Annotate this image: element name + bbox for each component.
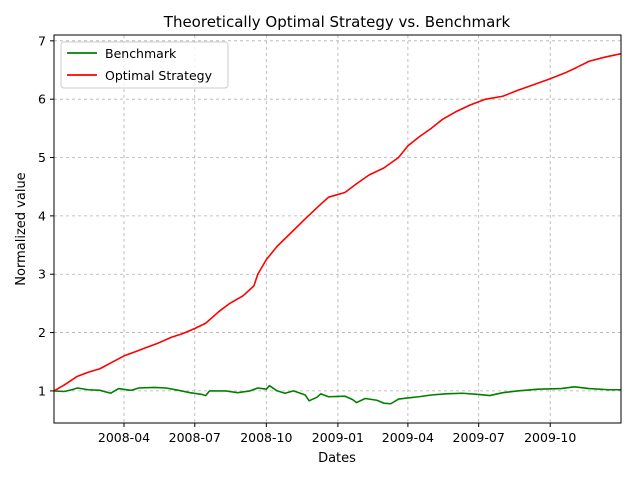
x-tick-label: 2009-01 bbox=[312, 430, 364, 445]
legend-label-optimal-strategy: Optimal Strategy bbox=[105, 68, 213, 83]
y-tick-label: 5 bbox=[38, 150, 46, 165]
legend-label-benchmark: Benchmark bbox=[105, 46, 177, 61]
legend-box bbox=[60, 41, 229, 89]
y-tick-label: 1 bbox=[38, 383, 46, 398]
y-tick-label: 7 bbox=[38, 33, 46, 48]
x-axis-label: Dates bbox=[318, 451, 356, 466]
series-lines bbox=[53, 52, 622, 405]
y-tick-label: 2 bbox=[38, 325, 46, 340]
x-tick-label: 2009-04 bbox=[382, 430, 434, 445]
legend: Benchmark Optimal Strategy bbox=[60, 41, 229, 89]
y-axis-label: Normalized value bbox=[14, 172, 29, 285]
y-tick-label: 3 bbox=[38, 267, 46, 282]
chart-title: Theoretically Optimal Strategy vs. Bench… bbox=[163, 13, 511, 31]
x-tick-label: 2008-10 bbox=[240, 430, 292, 445]
x-axis-ticks: 2008-04 2008-07 2008-10 2009-01 2009-04 2009-… bbox=[98, 423, 576, 445]
x-tick-label: 2008-07 bbox=[169, 430, 221, 445]
y-tick-label: 4 bbox=[38, 208, 46, 223]
x-tick-label: 2009-07 bbox=[453, 430, 505, 445]
grid-lines bbox=[54, 35, 621, 423]
y-tick-label: 6 bbox=[38, 92, 46, 107]
series-line-benchmark bbox=[53, 384, 621, 405]
x-tick-label: 2008-04 bbox=[98, 430, 150, 445]
x-tick-label: 2009-10 bbox=[524, 430, 576, 445]
series-line-optimal-strategy bbox=[53, 52, 622, 392]
y-axis-ticks: 1 2 3 4 5 6 7 bbox=[38, 33, 54, 398]
